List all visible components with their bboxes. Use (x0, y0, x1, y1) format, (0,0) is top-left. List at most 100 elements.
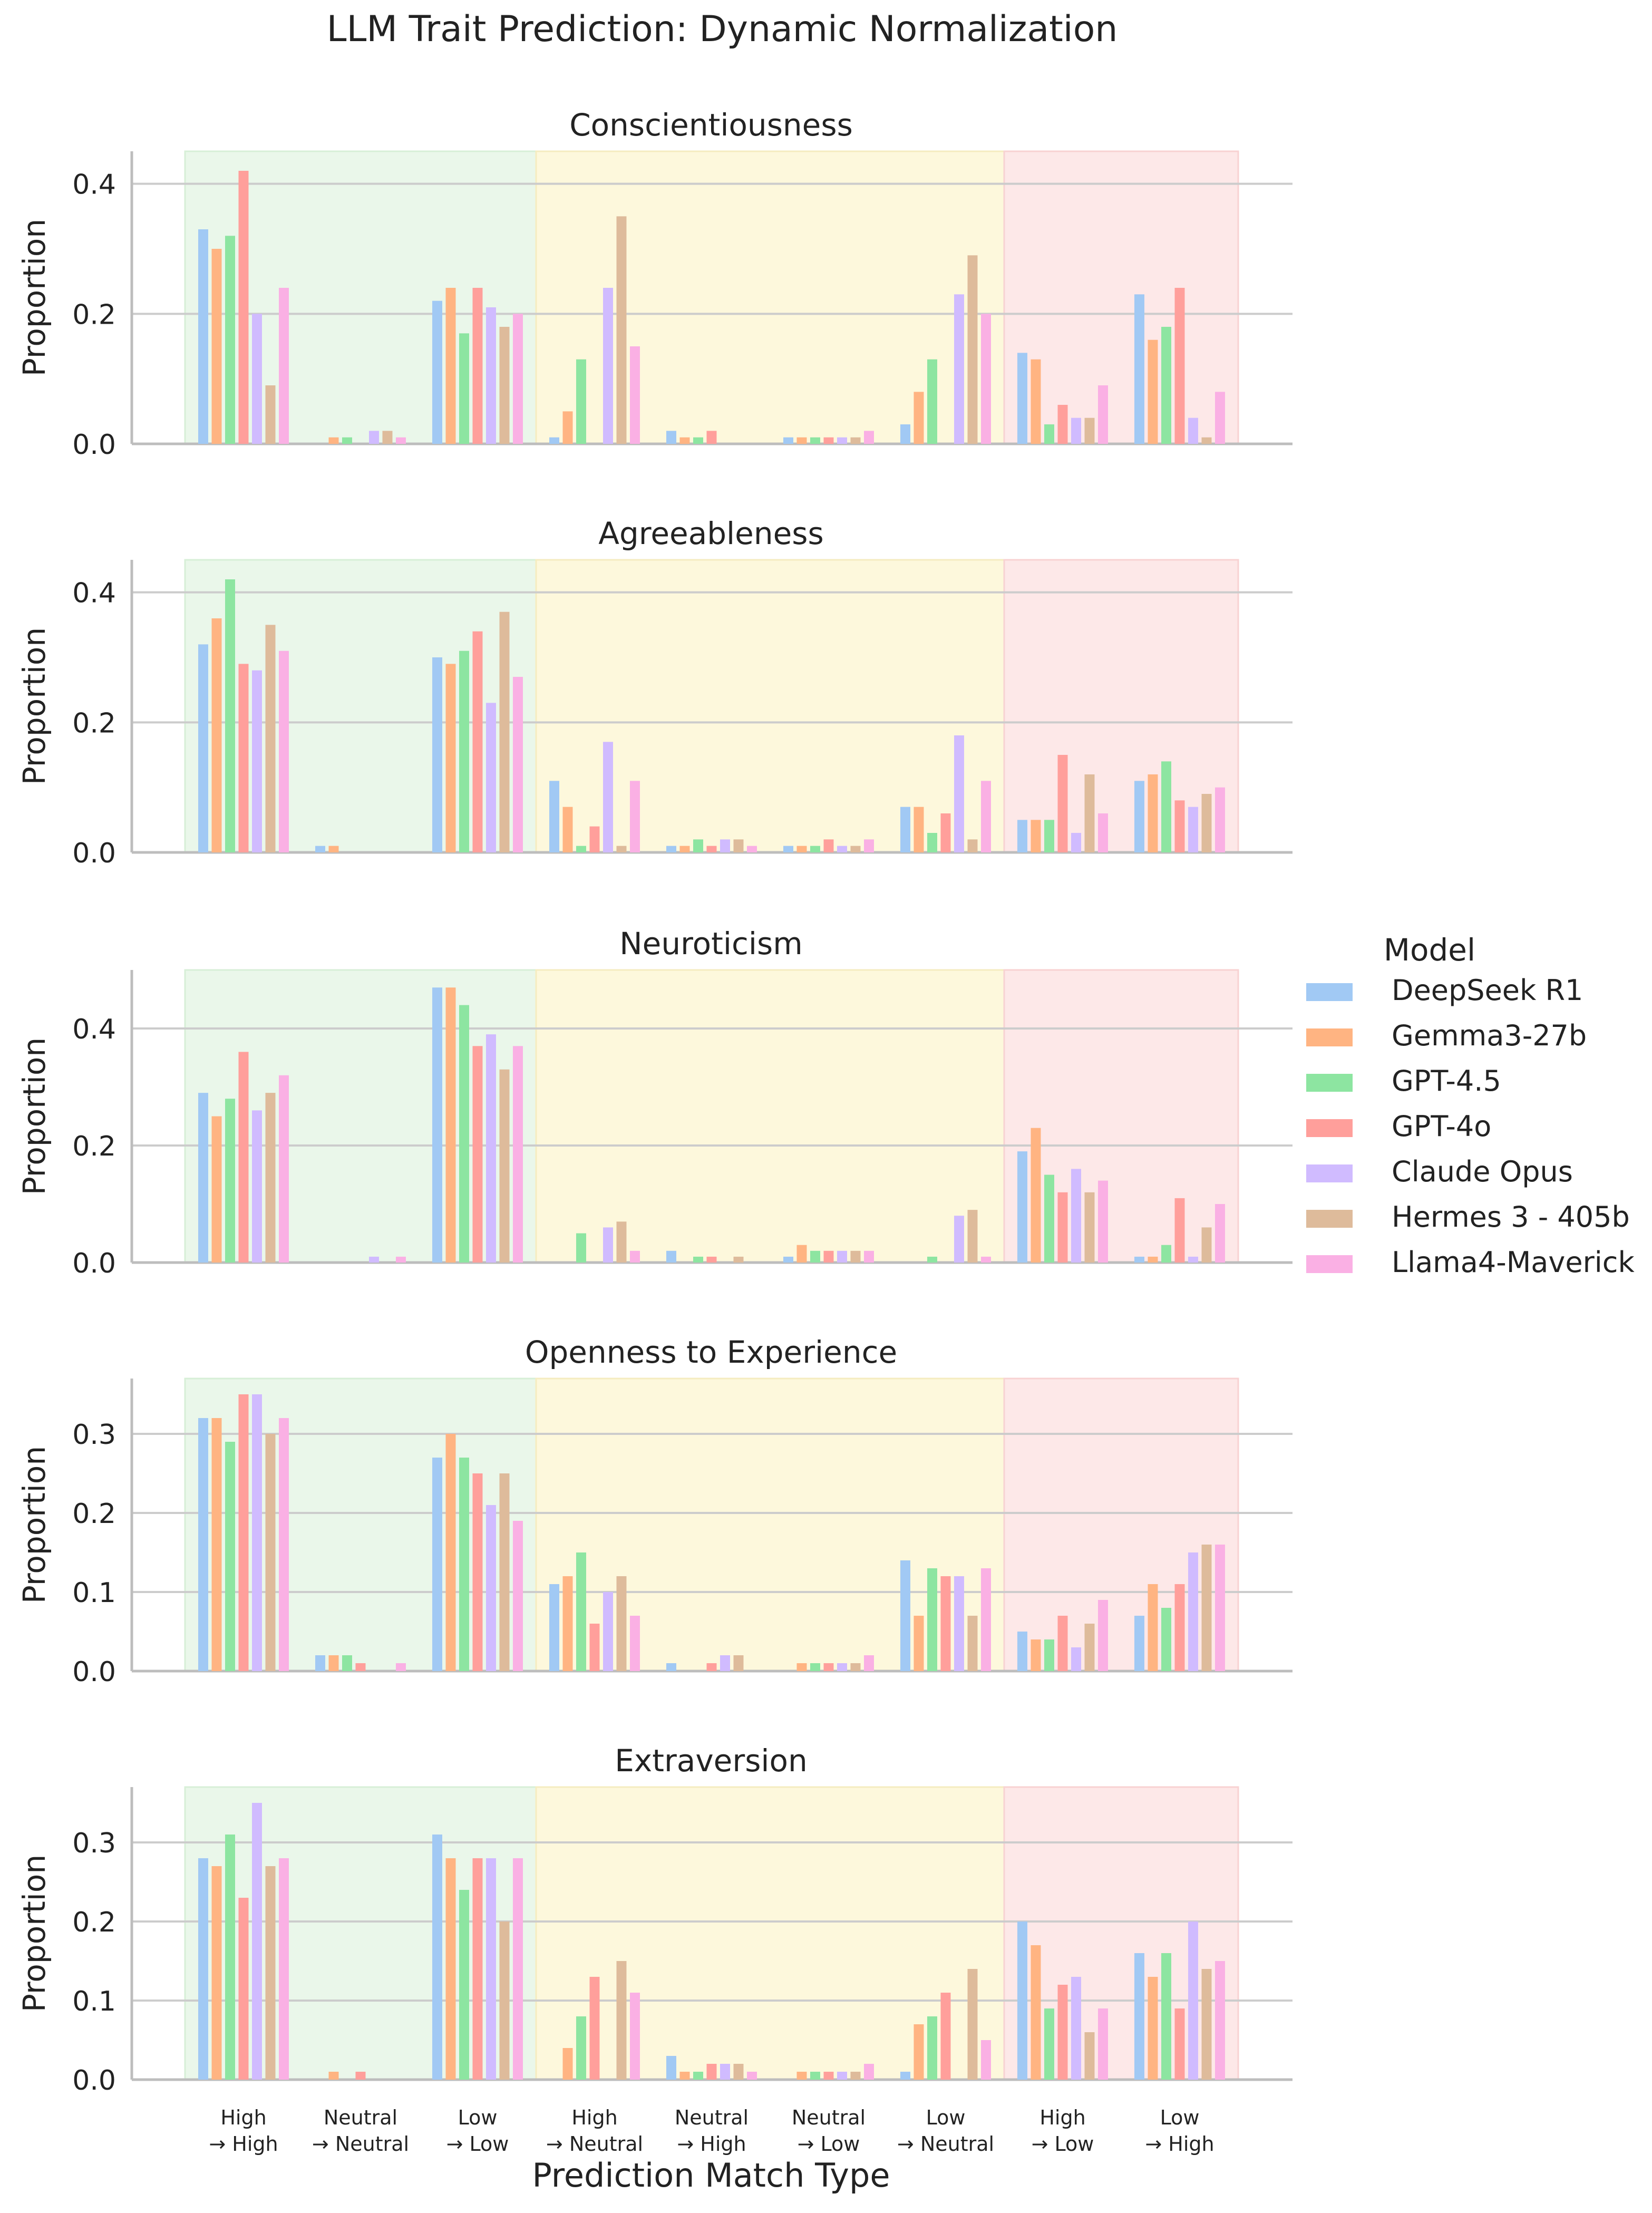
bar-hermes-3-405b (265, 1434, 276, 1671)
bar-hermes-3-405b (967, 1969, 978, 2080)
bar-gpt-4o (1174, 1198, 1185, 1263)
shaded-region-1 (184, 150, 537, 445)
x-tick-label: → High (209, 2132, 278, 2156)
bar-llama4-maverick (279, 1418, 289, 1671)
bar-deepseek-r1 (1134, 1256, 1144, 1263)
bar-claude-opus (1071, 418, 1081, 444)
y-tick-label: 0.1 (72, 1577, 116, 1609)
bar-gpt-4-5 (342, 437, 352, 444)
bar-deepseek-r1 (432, 1458, 442, 1671)
bar-gpt-4o (1174, 2008, 1185, 2080)
bar-llama4-maverick (396, 437, 406, 444)
bar-gpt-4o (1057, 405, 1068, 444)
y-tick-label: 0.4 (72, 578, 116, 609)
chart-title: LLM Trait Prediction: Dynamic Normalizat… (327, 8, 1118, 50)
bar-claude-opus (486, 1505, 496, 1671)
y-tick-label: 0.0 (72, 429, 116, 461)
bar-hermes-3-405b (733, 839, 744, 852)
bar-gemma3-27b (1148, 1256, 1158, 1263)
bar-claude-opus (252, 1394, 262, 1671)
bar-claude-opus (369, 431, 379, 444)
bar-gpt-4o (238, 171, 249, 444)
bar-gpt-4o (940, 1993, 951, 2080)
bar-gpt-4o (1057, 1616, 1068, 1671)
bar-claude-opus (1071, 833, 1081, 852)
bar-claude-opus (486, 703, 496, 852)
shaded-region-3 (1003, 969, 1239, 1264)
bar-claude-opus (603, 288, 613, 444)
bar-gpt-4o (1174, 800, 1185, 852)
bar-gemma3-27b (679, 846, 690, 852)
shaded-region-3 (1003, 559, 1239, 853)
bar-llama4-maverick (1098, 2008, 1108, 2080)
bar-deepseek-r1 (432, 657, 442, 852)
y-tick-label: 0.0 (72, 1656, 116, 1688)
bar-gpt-4o (472, 631, 483, 852)
bar-hermes-3-405b (850, 437, 861, 444)
bar-llama4-maverick (747, 2072, 757, 2080)
bar-gemma3-27b (679, 2072, 690, 2080)
bar-gpt-4o (589, 1977, 600, 2080)
bar-gpt-4o (472, 288, 483, 444)
bar-llama4-maverick (279, 651, 289, 852)
bar-llama4-maverick (1098, 1600, 1108, 1671)
bar-llama4-maverick (1215, 1545, 1225, 1671)
bar-hermes-3-405b (733, 1256, 744, 1263)
bar-gemma3-27b (211, 249, 222, 444)
bar-hermes-3-405b (850, 1250, 861, 1263)
bar-llama4-maverick (1098, 1180, 1108, 1263)
bar-deepseek-r1 (432, 300, 442, 444)
legend-label: Gemma3-27b (1392, 1019, 1587, 1052)
bar-gpt-4o (1057, 1192, 1068, 1263)
bar-gpt-4o (1057, 1985, 1068, 2080)
bar-gpt-4-5 (810, 437, 820, 444)
bar-deepseek-r1 (549, 1584, 559, 1671)
bar-deepseek-r1 (1017, 1921, 1027, 2080)
bar-gemma3-27b (914, 1616, 924, 1671)
bar-gpt-4-5 (693, 437, 703, 444)
legend-label: Claude Opus (1392, 1155, 1573, 1188)
shaded-region-1 (184, 1377, 537, 1672)
y-tick-label: 0.2 (72, 707, 116, 739)
bar-hermes-3-405b (1084, 774, 1095, 852)
bar-llama4-maverick (981, 1568, 991, 1671)
bar-claude-opus (954, 294, 964, 444)
bar-gpt-4o (706, 431, 717, 444)
shaded-region-2 (535, 559, 1005, 853)
bar-gpt-4-5 (225, 579, 235, 852)
x-tick-label: Neutral (675, 2106, 749, 2129)
y-tick-label: 0.2 (72, 1498, 116, 1530)
bar-gemma3-27b (328, 846, 339, 852)
bar-gpt-4o (823, 1663, 834, 1671)
bar-gpt-4-5 (576, 1233, 586, 1263)
bar-gpt-4-5 (1044, 2008, 1054, 2080)
bar-hermes-3-405b (967, 255, 978, 444)
bar-hermes-3-405b (1084, 1192, 1095, 1263)
bar-gpt-4-5 (225, 1099, 235, 1263)
bar-gemma3-27b (562, 1576, 573, 1671)
bar-llama4-maverick (981, 1256, 991, 1263)
bar-gpt-4-5 (693, 1256, 703, 1263)
legend-swatch (1306, 1074, 1353, 1092)
bar-claude-opus (486, 307, 496, 444)
bar-gemma3-27b (796, 437, 807, 444)
bar-deepseek-r1 (666, 1250, 676, 1263)
bar-gpt-4-5 (342, 1655, 352, 1671)
bar-hermes-3-405b (499, 1069, 510, 1263)
bar-deepseek-r1 (1134, 1616, 1144, 1671)
bar-llama4-maverick (513, 314, 523, 444)
bar-gpt-4-5 (927, 1256, 937, 1263)
panel-title: Extraversion (615, 1743, 808, 1779)
bar-deepseek-r1 (432, 1835, 442, 2080)
legend-swatch (1306, 1028, 1353, 1046)
x-tick-label: Low (926, 2106, 966, 2129)
panel-3: 0.0 0.2 0.4 Neuroticism Proportion (16, 926, 1293, 1279)
bar-llama4-maverick (864, 431, 874, 444)
bar-gpt-4-5 (693, 2072, 703, 2080)
bar-deepseek-r1 (315, 1655, 325, 1671)
bar-gemma3-27b (211, 1866, 222, 2080)
bar-gpt-4o (238, 1394, 249, 1671)
bar-deepseek-r1 (666, 1663, 676, 1671)
bar-hermes-3-405b (616, 846, 627, 852)
bar-deepseek-r1 (198, 229, 208, 444)
